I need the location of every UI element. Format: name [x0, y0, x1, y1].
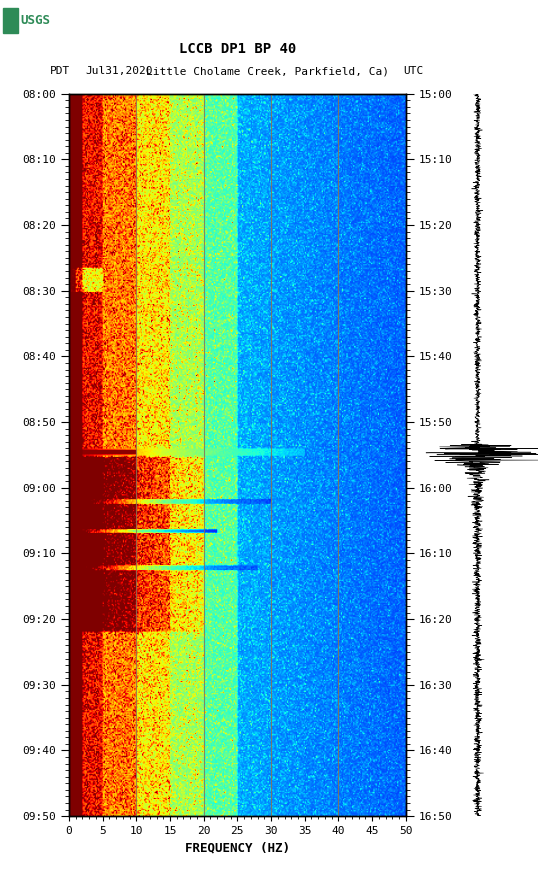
X-axis label: FREQUENCY (HZ): FREQUENCY (HZ)	[185, 841, 290, 855]
Bar	[3, 8, 18, 33]
Text: Little Cholame Creek, Parkfield, Ca): Little Cholame Creek, Parkfield, Ca)	[146, 66, 389, 77]
Text: LCCB DP1 BP 40: LCCB DP1 BP 40	[179, 42, 296, 56]
Text: PDT: PDT	[50, 66, 70, 77]
Text: UTC: UTC	[403, 66, 423, 77]
Text: Jul31,2020: Jul31,2020	[86, 66, 153, 77]
Text: USGS: USGS	[20, 13, 50, 27]
